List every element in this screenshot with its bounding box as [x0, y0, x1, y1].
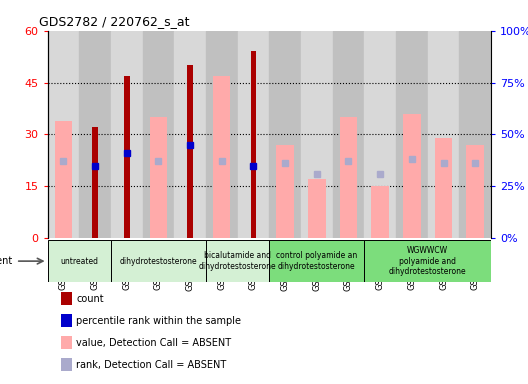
- Bar: [150, 117, 167, 238]
- Bar: [403, 114, 421, 238]
- Bar: [143, 31, 174, 238]
- Bar: [55, 121, 72, 238]
- Bar: [333, 31, 364, 238]
- Bar: [206, 31, 238, 238]
- Text: control polyamide an
dihydrotestosterone: control polyamide an dihydrotestosterone: [276, 252, 357, 271]
- Bar: [301, 31, 333, 238]
- Bar: [92, 127, 98, 238]
- Bar: [277, 145, 294, 238]
- Bar: [61, 358, 72, 371]
- Text: percentile rank within the sample: percentile rank within the sample: [77, 316, 241, 326]
- Text: GDS2782 / 220762_s_at: GDS2782 / 220762_s_at: [39, 15, 189, 28]
- Bar: [340, 117, 357, 238]
- Bar: [459, 31, 491, 238]
- Text: WGWWCW
polyamide and
dihydrotestosterone: WGWWCW polyamide and dihydrotestosterone: [389, 246, 467, 276]
- Text: agent: agent: [0, 256, 13, 266]
- Bar: [269, 31, 301, 238]
- Bar: [111, 31, 143, 238]
- Bar: [364, 240, 491, 282]
- Text: dihydrotestosterone: dihydrotestosterone: [119, 257, 197, 266]
- Bar: [174, 31, 206, 238]
- Bar: [269, 240, 364, 282]
- Bar: [372, 186, 389, 238]
- Bar: [428, 31, 459, 238]
- Bar: [48, 31, 79, 238]
- Bar: [435, 138, 452, 238]
- Bar: [124, 76, 129, 238]
- Bar: [206, 240, 269, 282]
- Bar: [61, 292, 72, 305]
- Text: value, Detection Call = ABSENT: value, Detection Call = ABSENT: [77, 338, 231, 348]
- Text: untreated: untreated: [60, 257, 98, 266]
- Bar: [111, 240, 206, 282]
- Text: bicalutamide and
dihydrotestosterone: bicalutamide and dihydrotestosterone: [199, 252, 277, 271]
- Bar: [251, 51, 256, 238]
- Bar: [467, 145, 484, 238]
- Text: count: count: [77, 294, 104, 304]
- Bar: [238, 31, 269, 238]
- Text: rank, Detection Call = ABSENT: rank, Detection Call = ABSENT: [77, 360, 227, 370]
- Bar: [48, 240, 111, 282]
- Bar: [308, 179, 325, 238]
- Bar: [61, 314, 72, 327]
- Bar: [396, 31, 428, 238]
- Bar: [213, 76, 230, 238]
- Bar: [61, 336, 72, 349]
- Bar: [364, 31, 396, 238]
- Bar: [187, 65, 193, 238]
- Bar: [79, 31, 111, 238]
